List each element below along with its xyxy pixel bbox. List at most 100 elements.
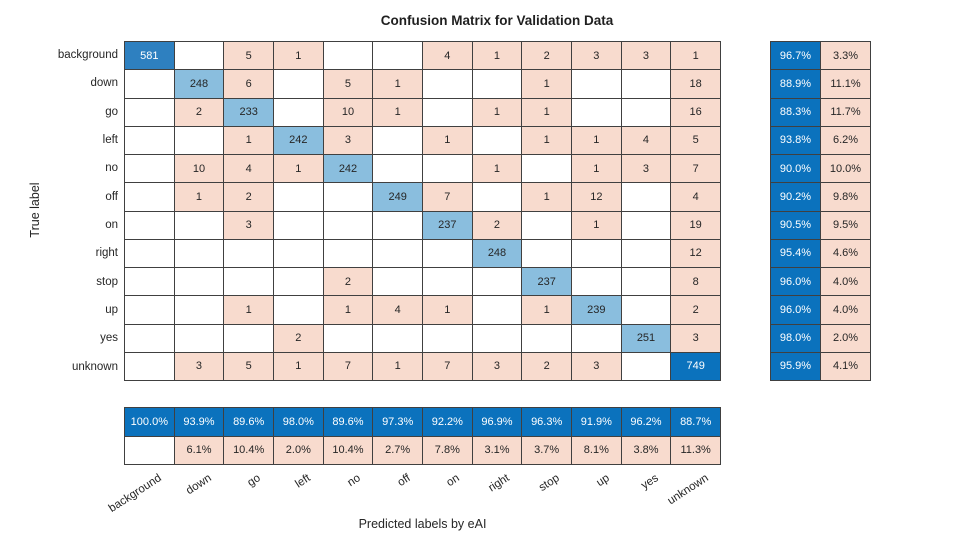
matrix-cell bbox=[323, 183, 374, 212]
matrix-cell: 1 bbox=[522, 296, 572, 325]
matrix-cell bbox=[522, 211, 572, 240]
matrix-cell: 4 bbox=[373, 296, 423, 325]
matrix-cell: 3 bbox=[671, 324, 721, 353]
col-summary-error-cell: 10.4% bbox=[224, 436, 274, 465]
matrix-cell bbox=[621, 352, 672, 381]
matrix-cell: 1 bbox=[522, 70, 572, 99]
col-summary-error-cell: 3.7% bbox=[522, 436, 572, 465]
matrix-cell bbox=[373, 126, 423, 155]
matrix-cell: 2 bbox=[472, 211, 523, 240]
matrix-cell: 242 bbox=[274, 126, 324, 155]
x-axis-label: Predicted labels by eAI bbox=[358, 517, 487, 531]
matrix-cell bbox=[274, 98, 324, 127]
row-summary-correct-cell: 95.9% bbox=[771, 352, 821, 381]
matrix-cell bbox=[423, 324, 473, 353]
matrix-cell bbox=[323, 211, 374, 240]
matrix-cell: 249 bbox=[373, 183, 423, 212]
matrix-cell: 2 bbox=[323, 268, 374, 297]
col-summary-error-cell: 10.4% bbox=[323, 436, 374, 465]
row-summary-correct-cell: 96.0% bbox=[771, 296, 821, 325]
matrix-cell: 1 bbox=[373, 70, 423, 99]
matrix-cell bbox=[621, 98, 672, 127]
matrix-cell: 3 bbox=[621, 42, 672, 71]
matrix-cell: 1 bbox=[572, 126, 622, 155]
matrix-cell: 1 bbox=[274, 352, 324, 381]
chart-title: Confusion Matrix for Validation Data bbox=[380, 13, 614, 28]
col-summary-correct-cell: 92.2% bbox=[423, 408, 473, 437]
matrix-cell: 1 bbox=[274, 155, 324, 184]
matrix-cell: 3 bbox=[621, 155, 672, 184]
row-summary-error-cell: 4.6% bbox=[821, 239, 871, 268]
matrix-cell: 12 bbox=[572, 183, 622, 212]
col-summary-correct-cell: 96.3% bbox=[522, 408, 572, 437]
matrix-cell: 251 bbox=[621, 324, 672, 353]
matrix-cell: 233 bbox=[224, 98, 274, 127]
matrix-cell: 4 bbox=[423, 42, 473, 71]
col-summary-correct-cell: 96.2% bbox=[621, 408, 672, 437]
col-summary-error-cell: 2.0% bbox=[274, 436, 324, 465]
matrix-cell: 1 bbox=[274, 42, 324, 71]
matrix-cell: 1 bbox=[472, 42, 523, 71]
matrix-cell: 3 bbox=[323, 126, 374, 155]
matrix-cell bbox=[323, 324, 374, 353]
matrix-cell bbox=[472, 126, 523, 155]
col-summary-correct-cell: 100.0% bbox=[125, 408, 175, 437]
col-summary-correct-cell: 89.6% bbox=[323, 408, 374, 437]
matrix-cell bbox=[621, 268, 672, 297]
col-summary-correct-cell: 96.9% bbox=[472, 408, 523, 437]
row-summary-error-cell: 10.0% bbox=[821, 155, 871, 184]
matrix-cell: 18 bbox=[671, 70, 721, 99]
matrix-cell: 2 bbox=[224, 183, 274, 212]
matrix-cell bbox=[274, 268, 324, 297]
matrix-cell bbox=[472, 70, 523, 99]
matrix-cell bbox=[472, 324, 523, 353]
matrix-cell: 239 bbox=[572, 296, 622, 325]
matrix-cell bbox=[125, 211, 175, 240]
matrix-cell: 5 bbox=[323, 70, 374, 99]
matrix-cell bbox=[125, 70, 175, 99]
matrix-cell bbox=[572, 324, 622, 353]
matrix-cell: 3 bbox=[174, 352, 225, 381]
matrix-cell bbox=[274, 70, 324, 99]
matrix-cell bbox=[621, 70, 672, 99]
matrix-cell bbox=[472, 183, 523, 212]
matrix-cell bbox=[125, 324, 175, 353]
matrix-cell: 2 bbox=[671, 296, 721, 325]
matrix-cell bbox=[125, 352, 175, 381]
row-summary-correct-cell: 88.3% bbox=[771, 98, 821, 127]
col-summary-error-cell: 2.7% bbox=[373, 436, 423, 465]
matrix-cell: 248 bbox=[174, 70, 225, 99]
matrix-cell: 4 bbox=[621, 126, 672, 155]
matrix-cell: 1 bbox=[174, 183, 225, 212]
matrix-cell: 1 bbox=[472, 155, 523, 184]
matrix-cell bbox=[423, 155, 473, 184]
matrix-cell: 1 bbox=[323, 296, 374, 325]
matrix-cell: 1 bbox=[522, 183, 572, 212]
matrix-cell: 5 bbox=[224, 42, 274, 71]
matrix-cell: 242 bbox=[323, 155, 374, 184]
matrix-cell bbox=[522, 324, 572, 353]
col-summary-error-cell: 7.8% bbox=[423, 436, 473, 465]
y-tick-label: off bbox=[105, 190, 118, 203]
col-summary-correct-cell: 89.6% bbox=[224, 408, 274, 437]
matrix-cell: 3 bbox=[572, 42, 622, 71]
matrix-cell: 749 bbox=[671, 352, 721, 381]
matrix-cell bbox=[125, 239, 175, 268]
y-tick-label: down bbox=[90, 77, 119, 90]
matrix-cell bbox=[125, 268, 175, 297]
matrix-cell bbox=[472, 296, 523, 325]
row-summary-error-cell: 6.2% bbox=[821, 126, 871, 155]
row-summary-correct-cell: 96.7% bbox=[771, 42, 821, 71]
matrix-cell bbox=[423, 98, 473, 127]
matrix-cell bbox=[274, 239, 324, 268]
column-summary-grid: 100.0% 93.9% 89.6% 98.0% 89.6% 97.3% 92.2% 96.9… bbox=[124, 407, 721, 465]
matrix-cell bbox=[423, 239, 473, 268]
matrix-cell: 12 bbox=[671, 239, 721, 268]
matrix-cell: 237 bbox=[423, 211, 473, 240]
matrix-cell bbox=[621, 211, 672, 240]
matrix-cell: 2 bbox=[522, 352, 572, 381]
matrix-cell bbox=[423, 268, 473, 297]
matrix-cell: 5 bbox=[224, 352, 274, 381]
matrix-cell: 2 bbox=[522, 42, 572, 71]
